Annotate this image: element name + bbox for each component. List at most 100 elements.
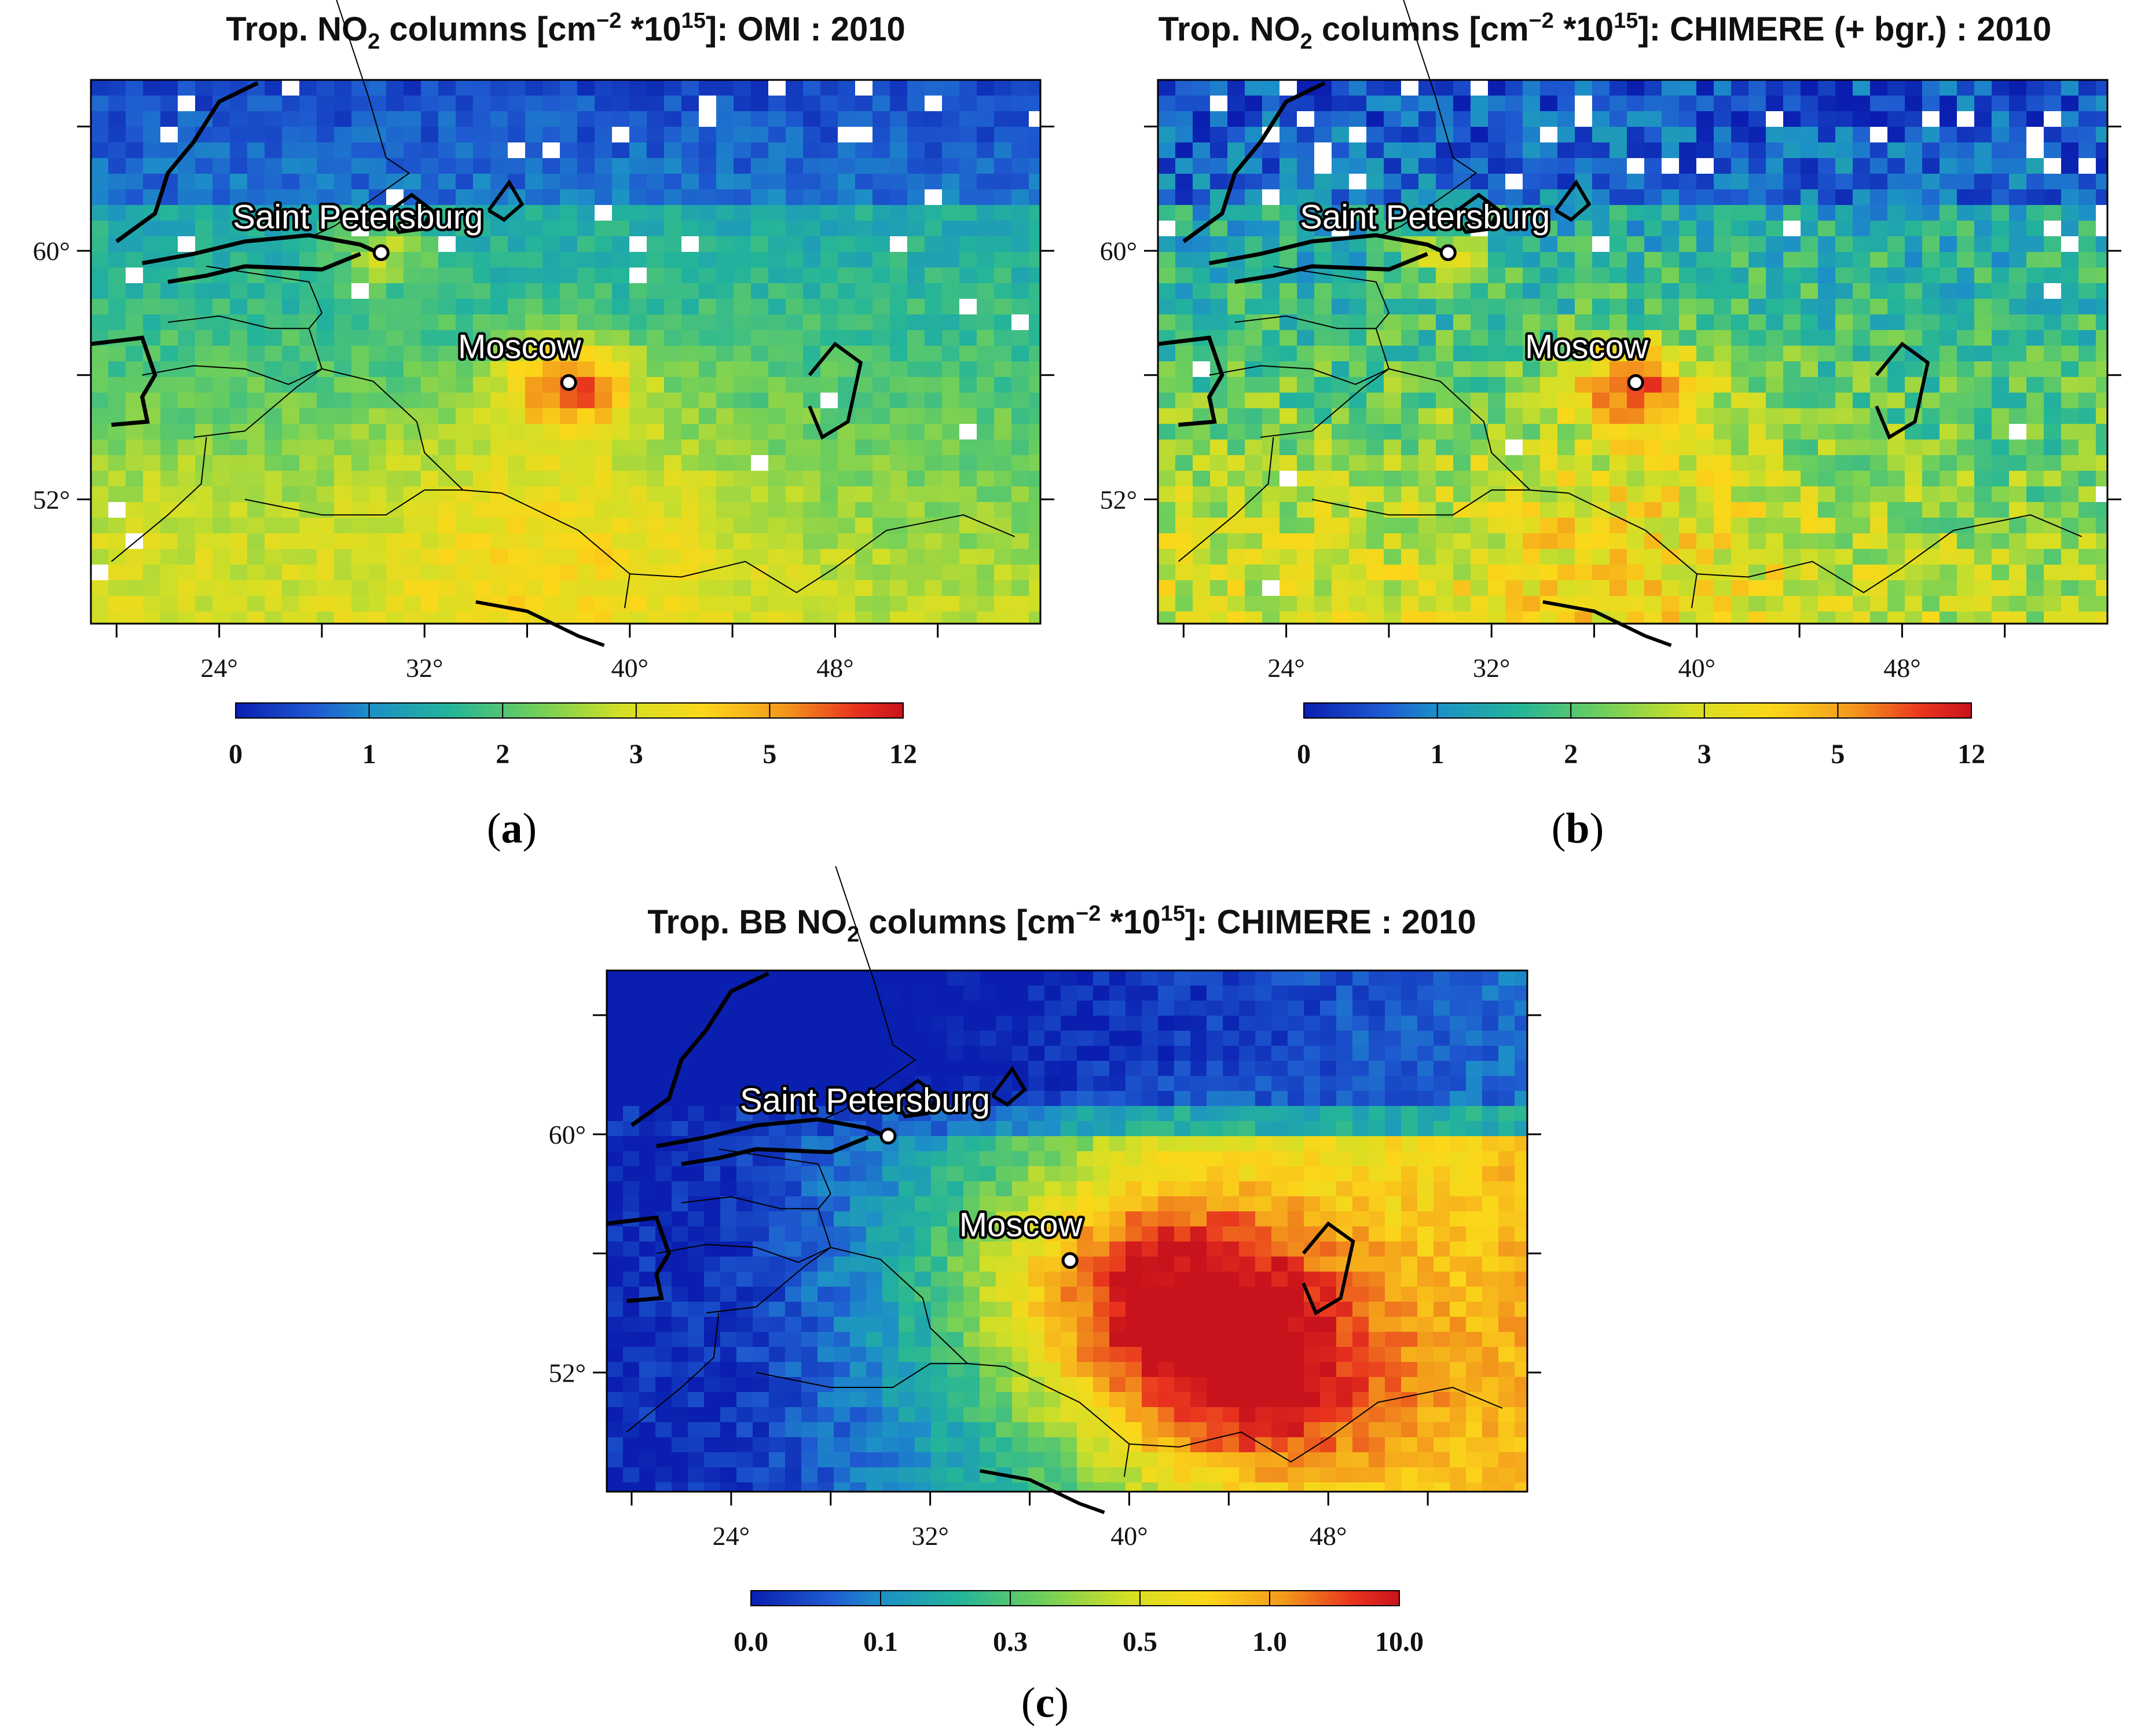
grid-cell [1029, 377, 1041, 393]
grid-cell [1190, 1001, 1207, 1016]
grid-cell [1029, 611, 1041, 624]
grid-cell [1887, 440, 1905, 456]
grid-cell [803, 330, 821, 346]
grid-cell [1077, 1046, 1094, 1061]
grid-cell [1012, 1181, 1029, 1197]
grid-cell [753, 986, 769, 1001]
grid-cell [1627, 205, 1645, 221]
grid-cell [629, 205, 647, 221]
grid-cell [1974, 142, 1992, 159]
grid-cell [1940, 424, 1957, 440]
grid-cell [751, 502, 769, 518]
grid-cell [2096, 330, 2108, 346]
grid-cell [786, 111, 804, 127]
grid-cell [801, 1016, 818, 1031]
grid-cell [560, 80, 578, 96]
grid-cell [1418, 283, 1436, 299]
grid-cell [1766, 580, 1784, 596]
grid-cell [1401, 330, 1419, 346]
grid-cell [751, 377, 769, 393]
grid-cell [1349, 549, 1367, 565]
grid-cell [1190, 1061, 1207, 1076]
grid-cell [1974, 283, 1992, 299]
grid-cell [734, 158, 751, 174]
grid-cell [126, 580, 144, 596]
grid-cell [801, 970, 818, 986]
grid-cell [1992, 158, 2010, 174]
grid-cell [1714, 283, 1732, 299]
grid-cell [1505, 174, 1523, 190]
grid-cell [925, 533, 943, 550]
grid-cell [1957, 236, 1975, 252]
grid-cell [490, 455, 508, 471]
grid-cell [1280, 471, 1297, 487]
grid-cell [1385, 1076, 1402, 1092]
grid-cell [1801, 268, 1819, 284]
grid-cell [2009, 518, 2027, 534]
grid-cell [2078, 346, 2096, 362]
grid-cell [2078, 580, 2096, 596]
grid-cell [942, 471, 960, 487]
grid-cell [1679, 518, 1697, 534]
grid-cell [1336, 1181, 1353, 1197]
grid-cell [369, 424, 387, 440]
grid-cell [925, 268, 943, 284]
grid-cell [734, 221, 751, 237]
grid-cell [2061, 189, 2079, 206]
grid-cell [1905, 299, 1923, 315]
grid-cell [178, 314, 196, 331]
grid-cell [2009, 96, 2027, 112]
grid-cell [1940, 455, 1957, 471]
grid-cell [542, 96, 560, 112]
grid-cell [1498, 1016, 1515, 1031]
grid-cell [1336, 1076, 1353, 1092]
grid-cell [1366, 142, 1384, 159]
grid-cell [994, 268, 1012, 284]
grid-cell [1887, 361, 1905, 378]
grid-cell [1297, 549, 1315, 565]
panel-a-title: Trop. NO2 columns [cm−2 *1015]: OMI : 20… [226, 9, 905, 54]
grid-cell [1223, 1106, 1240, 1122]
grid-cell [1974, 486, 1992, 503]
grid-cell [699, 330, 717, 346]
grid-cell [1044, 1016, 1061, 1031]
grid-cell [1320, 1151, 1337, 1167]
grid-cell [907, 205, 925, 221]
grid-cell [1627, 502, 1645, 518]
grid-cell [143, 580, 161, 596]
grid-cell [1193, 549, 1211, 565]
grid-cell [1417, 1136, 1434, 1152]
grid-cell [195, 189, 213, 206]
grid-cell [1314, 330, 1332, 346]
grid-cell [369, 361, 387, 378]
grid-cell [1748, 361, 1766, 378]
grid-cell [2078, 158, 2096, 174]
grid-cell [247, 440, 265, 456]
grid-cell [1714, 205, 1732, 221]
grid-cell [1974, 455, 1992, 471]
grid-cell [1714, 408, 1732, 424]
grid-cell [456, 299, 474, 315]
grid-cell [2096, 314, 2108, 331]
grid-cell [1262, 424, 1280, 440]
grid-cell [1174, 1136, 1191, 1152]
grid-cell [1077, 1076, 1094, 1092]
grid-cell [681, 611, 699, 624]
grid-cell [1044, 1061, 1061, 1076]
grid-cell [1922, 111, 1940, 127]
grid-cell [1801, 283, 1819, 299]
grid-cell [1158, 1046, 1175, 1061]
grid-cell [91, 455, 109, 471]
grid-cell [1887, 268, 1905, 284]
grid-cell [1783, 127, 1801, 143]
grid-cell [1818, 314, 1836, 331]
grid-cell [1498, 1106, 1515, 1122]
grid-cell [1271, 1181, 1288, 1197]
grid-cell [1835, 549, 1853, 565]
grid-cell [143, 471, 161, 487]
grid-cell [942, 299, 960, 315]
grid-cell [1662, 330, 1680, 346]
grid-cell [1061, 1136, 1077, 1152]
grid-cell [699, 580, 717, 596]
grid-cell [542, 189, 560, 206]
